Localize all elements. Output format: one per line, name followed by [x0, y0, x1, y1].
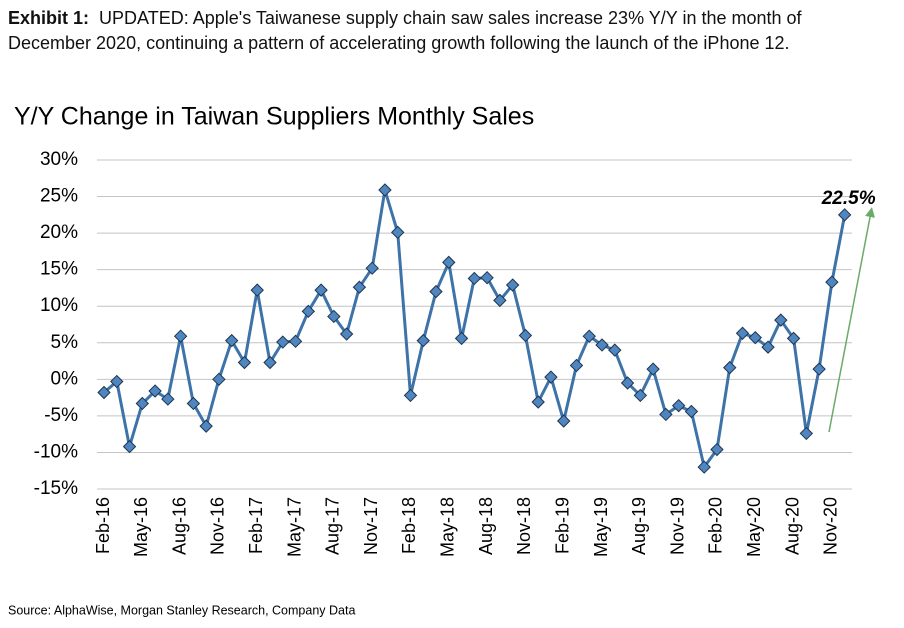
exhibit-label: Exhibit 1: [8, 8, 90, 28]
data-point [582, 329, 596, 343]
data-point [825, 275, 839, 289]
y-tick-label: 25% [40, 186, 78, 207]
x-tick-label: Nov-19 [667, 497, 687, 555]
data-point [288, 334, 303, 349]
data-point [224, 333, 239, 348]
x-tick-label: Feb-17 [246, 497, 266, 554]
data-point [429, 284, 443, 299]
x-tick-label: May-16 [131, 497, 151, 557]
x-tick-label: Nov-17 [361, 497, 381, 555]
data-point [378, 183, 392, 197]
data-point [633, 388, 648, 403]
data-point [531, 395, 545, 409]
x-tick-label: Aug-20 [782, 497, 802, 555]
y-tick-label: 0% [51, 368, 79, 389]
y-tick-label: 15% [40, 259, 78, 280]
data-point [186, 396, 201, 411]
data-point [735, 326, 750, 340]
data-point [276, 335, 290, 349]
data-point [148, 384, 162, 398]
data-point [620, 376, 635, 390]
data-point [595, 338, 609, 352]
data-point [135, 396, 150, 411]
data-point [837, 208, 852, 222]
exhibit-text: UPDATED: Apple's Taiwanese supply chain … [8, 8, 802, 53]
x-tick-label: Nov-18 [514, 497, 534, 555]
data-point [327, 309, 341, 324]
x-tick-label: Feb-20 [706, 497, 726, 554]
data-point [723, 360, 737, 375]
x-tick-label: Aug-18 [476, 497, 496, 555]
annotation: 22.5% [821, 188, 876, 209]
data-point [518, 328, 533, 343]
data-point [761, 340, 775, 354]
data-point [505, 278, 520, 292]
data-point [812, 362, 826, 376]
x-tick-label: Aug-16 [169, 497, 189, 555]
series-line [103, 189, 847, 471]
data-point [301, 304, 316, 319]
data-point [774, 313, 788, 327]
x-tick-label: May-18 [438, 497, 458, 557]
data-point [237, 355, 252, 370]
data-point [365, 261, 379, 275]
data-point [314, 283, 328, 297]
x-tick-label: Feb-19 [552, 497, 572, 554]
x-tick-label: Feb-18 [399, 497, 419, 554]
data-point [710, 442, 724, 457]
source: Source: AlphaWise, Morgan Stanley Resear… [8, 603, 355, 617]
data-point [403, 388, 418, 403]
data-point [391, 225, 405, 240]
data-point [97, 385, 111, 400]
data-point [212, 372, 226, 387]
data-point [684, 404, 699, 419]
data-point [442, 255, 456, 270]
data-point [659, 407, 673, 422]
data-point [122, 439, 137, 454]
data-point [263, 355, 277, 370]
data-point [416, 333, 430, 348]
y-tick-label: 5% [51, 332, 79, 353]
x-tick-label: Aug-19 [629, 497, 649, 555]
data-point [786, 331, 801, 346]
data-point [493, 293, 507, 308]
data-point [671, 398, 686, 413]
x-tick-label: May-17 [284, 497, 304, 557]
data-point [339, 327, 354, 341]
y-tick-label: 20% [40, 222, 78, 243]
header: Exhibit 1: UPDATED: Apple's Taiwanese su… [8, 6, 888, 56]
data-point [697, 460, 711, 474]
data-point [569, 358, 584, 373]
data-point [608, 343, 622, 357]
data-point [199, 419, 213, 433]
data-point [454, 331, 469, 346]
x-tick-label: Nov-16 [208, 497, 228, 555]
chart-title: Y/Y Change in Taiwan Suppliers Monthly S… [14, 103, 534, 131]
data-point [467, 271, 482, 286]
data-point [161, 392, 175, 406]
y-tick-label: 30% [40, 149, 78, 170]
x-tick-label: Aug-17 [323, 497, 343, 555]
trend-arrow [828, 207, 875, 433]
data-point [110, 374, 124, 389]
x-tick-label: May-20 [744, 497, 764, 557]
data-point [173, 329, 188, 343]
x-tick-label: Nov-20 [821, 497, 841, 555]
data-point [352, 280, 367, 294]
data-point [799, 426, 814, 441]
y-tick-label: -10% [34, 441, 78, 462]
y-tick-label: -15% [34, 478, 78, 499]
data-point [557, 414, 571, 428]
x-tick-label: Feb-16 [93, 497, 113, 554]
data-point [544, 370, 558, 384]
x-tick-label: May-19 [591, 497, 611, 557]
y-tick-label: 10% [40, 295, 78, 316]
data-point [480, 271, 494, 285]
data-point [748, 330, 762, 345]
data-point [250, 283, 264, 297]
data-point [646, 362, 660, 376]
y-tick-label: -5% [44, 405, 78, 426]
